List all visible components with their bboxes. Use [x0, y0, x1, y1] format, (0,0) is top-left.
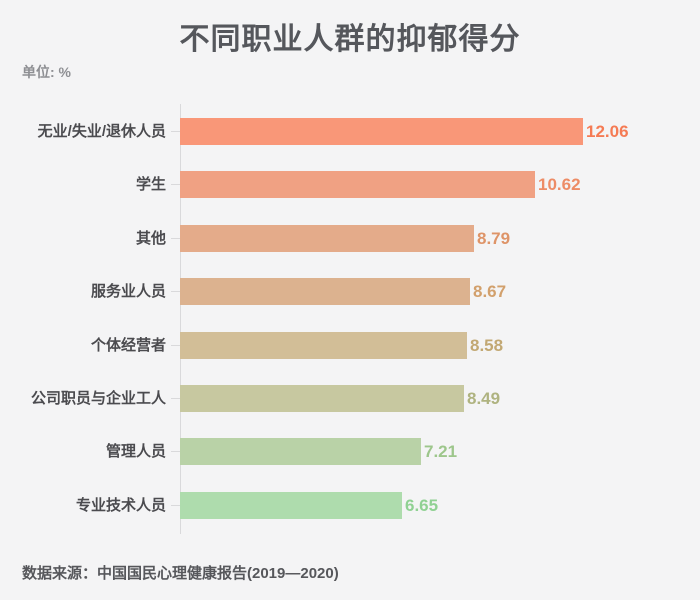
bar-row: 专业技术人员 6.65 [0, 491, 700, 519]
value-label: 6.65 [405, 495, 439, 515]
bar-row: 学生 10.62 [0, 171, 700, 199]
bar [180, 224, 474, 252]
axis-tick [171, 291, 180, 293]
bar-row: 无业/失业/退休人员 12.06 [0, 118, 700, 145]
y-axis-line [180, 104, 181, 534]
category-label: 个体经营者 [90, 336, 166, 354]
category-label: 服务业人员 [90, 283, 166, 301]
bar [180, 438, 421, 466]
value-label: 8.49 [467, 389, 501, 408]
axis-tick [171, 504, 180, 506]
bar-row: 公司职员与企业工人 8.49 [0, 385, 700, 412]
bar [180, 331, 467, 359]
value-label: 8.79 [477, 228, 511, 248]
bar [180, 171, 535, 199]
category-label: 公司职员与企业工人 [30, 390, 166, 407]
axis-tick [171, 237, 180, 239]
axis-tick [171, 398, 180, 399]
axis-tick [171, 184, 180, 186]
value-label: 8.67 [473, 282, 507, 302]
bar [180, 385, 464, 412]
bar [180, 278, 470, 306]
value-label: 10.62 [538, 175, 581, 195]
category-label: 无业/失业/退休人员 [37, 123, 166, 140]
category-label: 学生 [135, 176, 166, 194]
category-label: 管理人员 [105, 443, 166, 461]
value-label: 8.58 [470, 335, 504, 355]
bar [180, 491, 402, 519]
bar [180, 118, 583, 145]
axis-tick [171, 451, 180, 453]
value-label: 7.21 [424, 442, 458, 462]
value-label: 12.06 [586, 122, 629, 141]
chart-title: 不同职业人群的抑郁得分 [179, 23, 521, 56]
category-label: 专业技术人员 [75, 496, 166, 514]
bar-row: 个体经营者 8.58 [0, 331, 700, 359]
bar-row: 服务业人员 8.67 [0, 278, 700, 306]
bar-row: 管理人员 7.21 [0, 438, 700, 466]
unit-label: 单位: % [22, 64, 71, 80]
category-label: 其他 [135, 229, 166, 247]
axis-tick [171, 131, 180, 132]
bar-row: 其他 8.79 [0, 224, 700, 252]
axis-tick [171, 344, 180, 346]
data-source-note: 数据来源：中国国民心理健康报告(2019—2020) [22, 565, 339, 582]
